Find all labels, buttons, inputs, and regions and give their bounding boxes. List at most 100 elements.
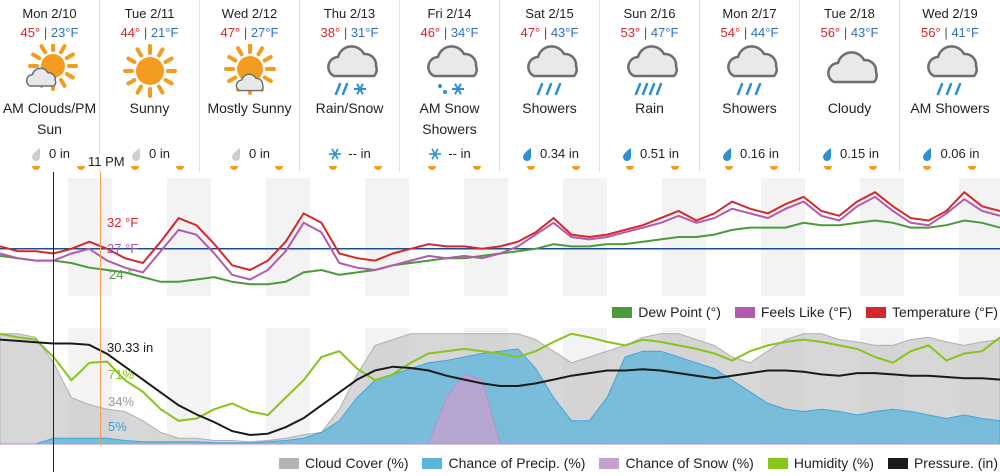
condition-text: Sunny — [129, 100, 170, 116]
day-column[interactable]: Sat 2/15 47° | 43°F Showers 0.34 in — [500, 0, 600, 172]
legend-item[interactable]: Feels Like (°F) — [734, 304, 853, 320]
precip-value: -- in — [348, 146, 371, 161]
precip-amount: 0 in — [0, 146, 99, 161]
legend-item[interactable]: Cloud Cover (%) — [279, 455, 408, 471]
night-band — [266, 328, 310, 444]
legend-item[interactable]: Humidity (%) — [767, 455, 874, 471]
legend-label: Pressure. (in) — [913, 455, 998, 471]
precip-amount: 0.06 in — [900, 146, 1000, 161]
day-temps: 47° | 27°F — [220, 25, 279, 40]
legend-label: Chance of Precip. (%) — [448, 455, 586, 471]
day-column[interactable]: Tue 2/18 56° | 43°F Cloudy 0.15 in — [800, 0, 900, 172]
day-name: Fri 2/14 — [427, 6, 472, 21]
precipitation-chart[interactable] — [0, 328, 1000, 448]
day-temps: 47° | 43°F — [520, 25, 579, 40]
drop-blue-icon — [620, 147, 634, 161]
precip-value: 0 in — [49, 146, 70, 161]
precip-amount: 0.34 in — [500, 146, 599, 161]
high-temp: 53° — [620, 25, 641, 40]
sun-marker — [824, 166, 832, 170]
precipitation-legend: Cloud Cover (%) Chance of Precip. (%) Chan… — [265, 455, 998, 471]
condition-text: Showers — [722, 100, 777, 116]
daily-forecast-strip: Mon 2/10 45° | 23°F AM Clouds/PM Sun 0 i… — [0, 0, 1000, 172]
rain-snow-icon — [320, 44, 380, 98]
night-band — [761, 178, 805, 296]
precip-amount: -- in — [300, 146, 399, 161]
sun-marker — [572, 166, 580, 170]
day-column[interactable]: Wed 2/12 47° | 27°F Mostly Sunny 0 in — [200, 0, 300, 172]
day-column[interactable]: Fri 2/14 46° | 34°F AM Snow Showers -- i… — [400, 0, 500, 172]
low-temp: 41°F — [951, 25, 979, 40]
day-temps: 44° | 21°F — [120, 25, 179, 40]
chance-snow-area — [0, 373, 1000, 445]
sun-marker — [770, 166, 778, 170]
day-column[interactable]: Sun 2/16 53° | 47°F Rain 0.51 in — [600, 0, 700, 172]
day-name: Wed 2/19 — [922, 6, 978, 21]
partly-sunny-icon — [20, 41, 80, 98]
day-column[interactable]: Mon 2/10 45° | 23°F AM Clouds/PM Sun 0 i… — [0, 0, 100, 172]
day-column[interactable]: Tue 2/11 44° | 21°F Sunny 0 in — [100, 0, 200, 172]
snowflake-icon — [428, 147, 442, 161]
temperature-chart[interactable] — [0, 178, 1000, 296]
precip-amount: 0.51 in — [600, 146, 699, 161]
low-temp: 34°F — [450, 25, 479, 40]
condition-text: Mostly Sunny — [207, 100, 292, 116]
showers-icon — [520, 44, 580, 98]
rain-icon — [620, 44, 680, 98]
day-column[interactable]: Wed 2/19 56° | 41°F AM Showers 0.06 in — [900, 0, 1000, 172]
dew-point-readout: 24 ° — [109, 267, 133, 282]
drop-gray-icon — [229, 147, 243, 161]
day-name: Thu 2/13 — [323, 6, 376, 21]
precip-amount: -- in — [400, 146, 499, 161]
legend-label: Feels Like (°F) — [760, 304, 853, 320]
high-temp: 46° — [420, 25, 441, 40]
day-name: Sat 2/15 — [525, 6, 574, 21]
precip-value: 0.16 in — [739, 146, 780, 161]
high-temp: 54° — [720, 25, 741, 40]
temperature-legend: Dew Point (°) Feels Like (°F) Temperature … — [598, 304, 998, 320]
day-name: Mon 2/17 — [722, 6, 777, 21]
low-temp: 27°F — [250, 25, 279, 40]
snow-showers-icon — [420, 44, 480, 98]
day-name: Sun 2/16 — [623, 6, 676, 21]
sun-icon — [120, 44, 180, 98]
day-column[interactable]: Thu 2/13 38° | 31°F Rain/Snow -- in — [300, 0, 400, 172]
day-temps: 46° | 34°F — [420, 25, 479, 40]
legend-item[interactable]: Temperature (°F) — [866, 304, 998, 320]
legend-item[interactable]: Chance of Snow (%) — [599, 455, 754, 471]
condition-text: Rain/Snow — [315, 100, 384, 116]
high-temp: 47° — [520, 25, 541, 40]
low-temp: 31°F — [350, 25, 379, 40]
sunrise-markers — [0, 166, 1000, 174]
sun-marker — [923, 166, 931, 170]
low-temp: 21°F — [150, 25, 179, 40]
legend-item[interactable]: Dew Point (°) — [612, 304, 721, 320]
legend-label: Dew Point (°) — [638, 304, 721, 320]
feels-like-readout: 27 °F — [107, 241, 139, 256]
night-band — [167, 328, 211, 444]
condition-text: Cloudy — [827, 100, 872, 116]
precip-value: 0 in — [249, 146, 270, 161]
cursor-time-label: 11 PM — [86, 154, 127, 169]
legend-swatch — [734, 306, 755, 318]
legend-label: Cloud Cover (%) — [305, 455, 409, 471]
drop-blue-icon — [520, 147, 534, 161]
day-temps: 53° | 47°F — [620, 25, 679, 40]
temperature-line — [0, 190, 1000, 272]
sun-marker — [428, 166, 436, 170]
day-name: Wed 2/12 — [221, 6, 278, 21]
legend-swatch — [887, 457, 908, 469]
day-name: Mon 2/10 — [22, 6, 77, 21]
legend-item[interactable]: Pressure. (in) — [887, 455, 998, 471]
sun-marker — [968, 166, 976, 170]
legend-label: Humidity (%) — [793, 455, 874, 471]
sun-marker — [671, 166, 679, 170]
cloud-cover-readout: 34% — [108, 394, 135, 409]
precip-value: 0.34 in — [539, 146, 580, 161]
precip-value: 0.06 in — [940, 146, 980, 161]
legend-item[interactable]: Chance of Precip. (%) — [422, 455, 585, 471]
high-temp: 56° — [820, 25, 841, 40]
day-column[interactable]: Mon 2/17 54° | 44°F Showers 0.16 in — [700, 0, 800, 172]
showers-icon — [920, 44, 980, 98]
high-temp: 56° — [921, 25, 941, 40]
